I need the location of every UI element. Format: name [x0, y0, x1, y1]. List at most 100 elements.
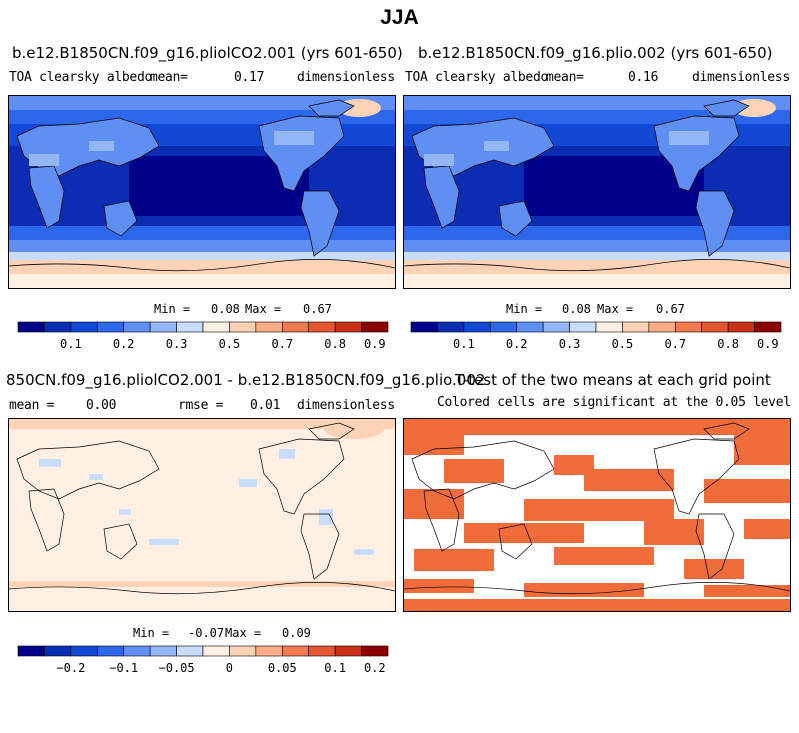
panel2-colorbar-cell	[648, 321, 676, 333]
panel2-colorbar-cell	[569, 321, 597, 333]
panel3-colorbar-cell	[308, 645, 336, 657]
panel1-colorbar-cell	[70, 321, 98, 333]
panel3-colorbar-cell	[334, 645, 362, 657]
panel3-colorbar-tick-label: −0.05	[159, 661, 195, 675]
panel1-colorbar: 0.1 0.2 0.3 0.5 0.7 0.8 0.9	[17, 321, 389, 354]
panel1-colorbar-tick-label: 0.7	[271, 337, 293, 351]
panel3-colorbar-cell	[44, 645, 72, 657]
panel3-title: 850CN.f09_g16.pliolCO2.001 - b.e12.B1850…	[6, 371, 486, 389]
panel1-colorbar-tick-label: 0.2	[113, 337, 135, 351]
panel1-colorbar-cell	[96, 321, 125, 333]
panel1-colorbar-cell	[361, 321, 389, 333]
panel2-colorbar-cell	[595, 321, 623, 333]
panel3-min-label: Min =	[133, 626, 170, 640]
panel2-colorbar-cell	[489, 321, 518, 333]
panel1-colorbar-svg: 0.1 0.2 0.3 0.5 0.7 0.8 0.9	[17, 321, 389, 351]
panel1-max-value: 0.67	[303, 302, 332, 316]
panel1-min-value: 0.08	[211, 302, 240, 316]
panel3-colorbar-tick-label: 0.1	[324, 661, 346, 675]
panel4-map	[403, 418, 791, 612]
panel1-variable: TOA clearsky albedo	[9, 70, 153, 85]
panel3-colorbar-tick-label: 0.05	[268, 661, 297, 675]
panel2-min-label: Min =	[506, 302, 543, 316]
panel1-colorbar-cell	[176, 321, 204, 333]
panel1-colorbar-cell	[202, 321, 230, 333]
panel3-rmse-value: 0.01	[250, 398, 281, 413]
panel3-colorbar: −0.2 −0.1 −0.05 0 0.05 0.1 0.2	[17, 645, 389, 678]
panel1-colorbar-tick-label: 0.1	[60, 337, 82, 351]
panel3-colorbar-tick-label: −0.1	[109, 661, 138, 675]
panel3-colorbar-cell	[281, 645, 310, 657]
panel2-colorbar-tick-label: 0.5	[612, 337, 634, 351]
panel1-map-svg	[9, 96, 395, 288]
panel1-colorbar-cell	[44, 321, 72, 333]
panel3-rmse-label: rmse =	[178, 398, 224, 413]
panel2-colorbar: 0.1 0.2 0.3 0.5 0.7 0.8 0.9	[410, 321, 782, 354]
panel4-subtitle: Colored cells are significant at the 0.0…	[437, 395, 791, 410]
panel1-colorbar-tick-label: 0.3	[166, 337, 188, 351]
panel2-colorbar-cell	[542, 321, 570, 333]
panel2-mean-label: mean=	[546, 70, 584, 85]
panel1-map	[8, 95, 396, 289]
panel2-colorbar-cell	[674, 321, 703, 333]
panel4-map-svg	[404, 419, 790, 611]
panel2-colorbar-cell	[410, 321, 438, 333]
panel3-colorbar-cell	[361, 645, 389, 657]
panel2-colorbar-svg: 0.1 0.2 0.3 0.5 0.7 0.8 0.9	[410, 321, 782, 351]
panel3-colorbar-svg: −0.2 −0.1 −0.05 0 0.05 0.1 0.2	[17, 645, 389, 675]
panel3-min-value: -0.07	[188, 626, 225, 640]
panel2-max-label: Max =	[597, 302, 634, 316]
panel2-title: b.e12.B1850CN.f09_g16.plio.002 (yrs 601-…	[418, 44, 773, 62]
panel1-colorbar-tick-label: 0.5	[219, 337, 241, 351]
panel2-colorbar-tick-label: 0.1	[453, 337, 475, 351]
panel2-colorbar-cell	[516, 321, 544, 333]
panel3-max-value: 0.09	[282, 626, 311, 640]
panel2-colorbar-tick-label: 0.8	[717, 337, 739, 351]
panel1-min-label: Min =	[154, 302, 191, 316]
panel3-map	[8, 418, 396, 612]
panel2-mean-value: 0.16	[628, 70, 659, 85]
panel1-colorbar-cell	[149, 321, 177, 333]
panel2-variable: TOA clearsky albedo	[405, 70, 549, 85]
panel1-max-label: Max =	[245, 302, 282, 316]
panel3-colorbar-cell	[149, 645, 177, 657]
panel2-map	[403, 95, 791, 289]
panel2-colorbar-cell	[463, 321, 491, 333]
panel3-colorbar-cell	[229, 645, 257, 657]
panel3-mean-label: mean =	[9, 398, 55, 413]
panel2-colorbar-tick-label: 0.3	[559, 337, 581, 351]
panel2-colorbar-cell	[437, 321, 465, 333]
panel3-units: dimensionless	[297, 398, 395, 413]
panel2-colorbar-cell	[622, 321, 650, 333]
panel2-colorbar-cell	[701, 321, 729, 333]
panel4-title: T-test of the two means at each grid poi…	[455, 371, 771, 389]
panel2-colorbar-cell	[727, 321, 755, 333]
panel3-colorbar-cell	[176, 645, 204, 657]
panel3-map-svg	[9, 419, 395, 611]
panel1-colorbar-cell	[281, 321, 310, 333]
panel2-colorbar-tick-label: 0.7	[664, 337, 686, 351]
panel3-colorbar-cell	[17, 645, 45, 657]
panel3-colorbar-tick-label: 0.2	[364, 661, 386, 675]
panel2-max-value: 0.67	[656, 302, 685, 316]
panel1-colorbar-cell	[334, 321, 362, 333]
panel3-colorbar-cell	[255, 645, 283, 657]
panel3-colorbar-cell	[202, 645, 230, 657]
panel3-colorbar-cell	[96, 645, 125, 657]
panel2-colorbar-tick-label: 0.9	[757, 337, 779, 351]
panel1-colorbar-cell	[123, 321, 151, 333]
figure-title: JJA	[380, 6, 419, 29]
panel2-map-svg	[404, 96, 790, 288]
panel1-colorbar-cell	[308, 321, 336, 333]
panel3-colorbar-cell	[123, 645, 151, 657]
panel1-mean-value: 0.17	[234, 70, 265, 85]
panel1-colorbar-cell	[229, 321, 257, 333]
panel3-colorbar-tick-label: −0.2	[56, 661, 85, 675]
panel3-mean-value: 0.00	[86, 398, 117, 413]
panel2-units: dimensionless	[692, 70, 790, 85]
panel1-colorbar-cell	[255, 321, 283, 333]
panel3-colorbar-tick-label: 0	[226, 661, 233, 675]
panel1-units: dimensionless	[297, 70, 395, 85]
panel1-colorbar-tick-label: 0.9	[364, 337, 386, 351]
panel3-colorbar-cell	[70, 645, 98, 657]
